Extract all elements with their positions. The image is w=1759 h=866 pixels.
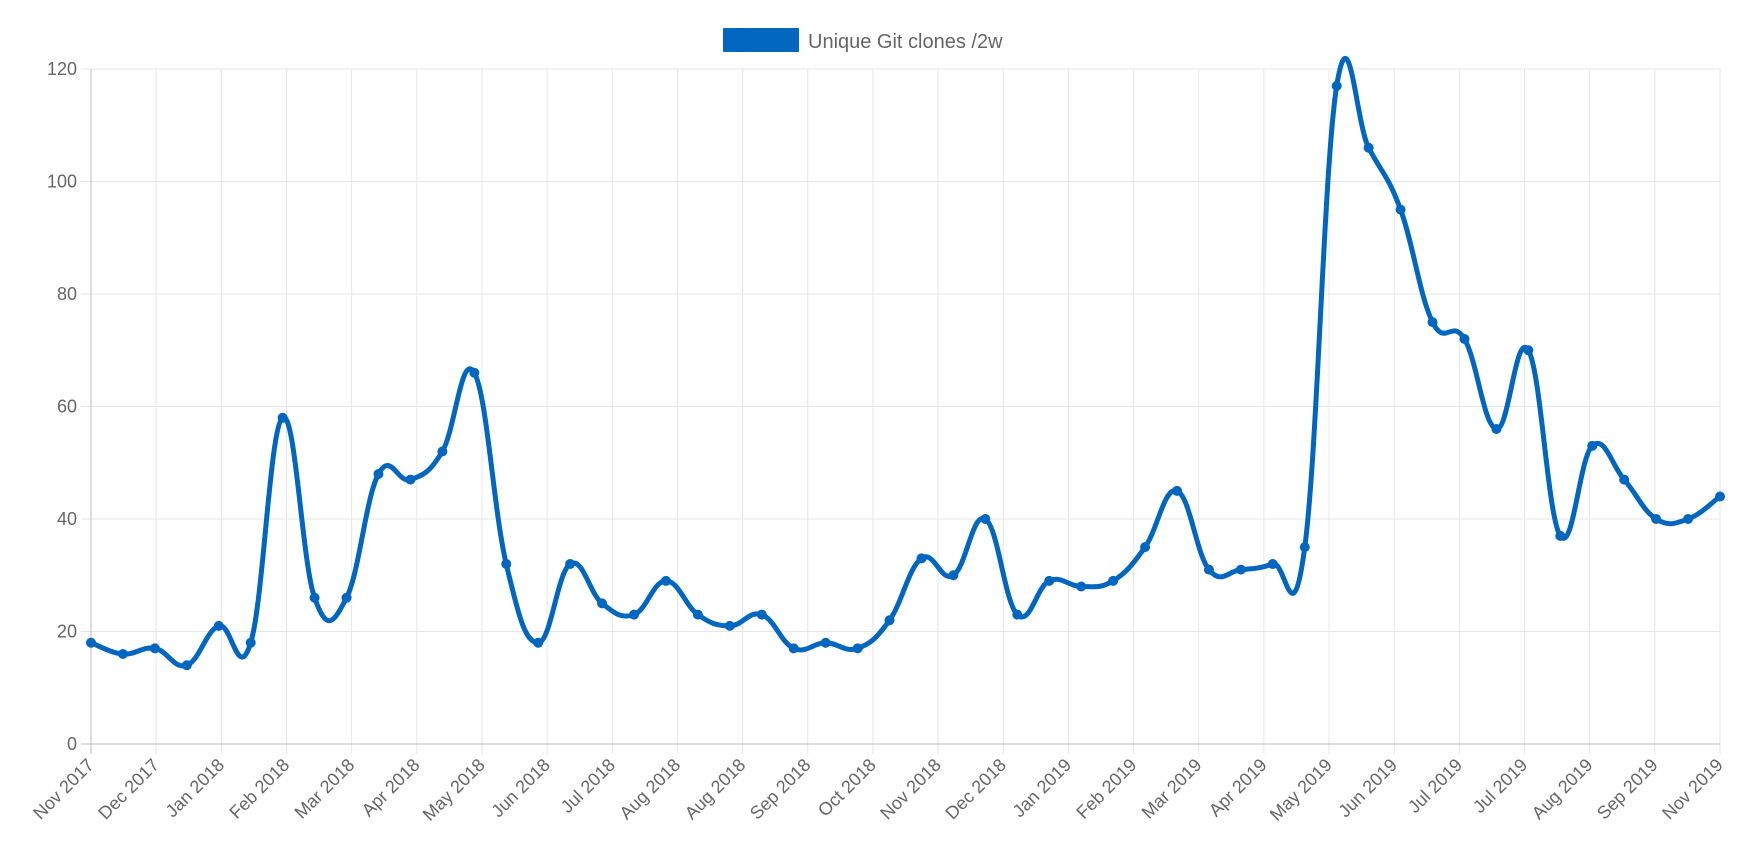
data-point: [1619, 474, 1630, 485]
data-point: [1555, 530, 1566, 541]
data-point: [373, 469, 384, 479]
y-tick-label: 60: [57, 397, 77, 417]
x-tick-label: Nov 2019: [1658, 755, 1727, 824]
x-tick-label: Nov 2018: [876, 755, 945, 824]
grid: [81, 68, 1721, 754]
legend-label: Unique Git clones /2w: [808, 31, 1003, 53]
data-point: [756, 609, 767, 620]
data-point: [1076, 581, 1087, 592]
data-point: [469, 367, 480, 378]
x-tick-label: Jan 2019: [1009, 755, 1076, 822]
data-point: [1587, 440, 1598, 451]
axes: [90, 69, 1720, 745]
x-tick-label: Aug 2018: [616, 755, 685, 824]
data-point: [181, 660, 192, 671]
data-point: [1459, 334, 1470, 344]
data-point: [1651, 514, 1662, 524]
y-tick-label: 100: [47, 172, 77, 192]
series-line: [88, 55, 1723, 669]
data-point: [213, 620, 224, 631]
data-point: [980, 514, 991, 524]
data-point: [724, 620, 735, 631]
data-point: [1044, 575, 1055, 586]
x-tick-label: Jan 2018: [162, 755, 229, 822]
data-point: [501, 559, 512, 569]
x-tick-label: Nov 2017: [29, 755, 98, 824]
data-point: [245, 637, 256, 648]
data-point: [565, 559, 576, 569]
data-point: [1363, 142, 1374, 153]
x-tick-label: Oct 2018: [814, 755, 880, 821]
x-tick-label: Feb 2019: [1072, 755, 1140, 823]
y-tick-label: 0: [67, 734, 77, 754]
data-point: [1395, 204, 1406, 215]
x-tick-label: Sep 2019: [1593, 755, 1662, 824]
data-points: [86, 80, 1725, 671]
data-point: [1715, 491, 1725, 502]
x-tick-label: May 2019: [1266, 755, 1336, 825]
data-point: [1203, 564, 1214, 575]
data-point: [820, 637, 831, 648]
x-tick-label: Dec 2017: [94, 755, 163, 824]
data-point: [341, 592, 352, 603]
data-point: [309, 592, 320, 603]
data-point: [788, 643, 799, 654]
data-point: [1235, 564, 1246, 575]
x-tick-label: Mar 2019: [1138, 755, 1206, 823]
data-point: [660, 575, 671, 586]
data-point: [916, 553, 927, 564]
x-tick-label: Apr 2018: [358, 755, 424, 821]
data-point: [1299, 542, 1310, 553]
x-tick-label: Aug 2018: [681, 755, 750, 824]
x-tick-label: Jun 2018: [487, 755, 554, 822]
data-point: [629, 609, 639, 620]
x-tick-label: Jul 2019: [1404, 755, 1466, 817]
x-tick-label: Aug 2019: [1528, 755, 1597, 824]
x-tick-label: Sep 2018: [746, 755, 815, 824]
data-point: [1491, 424, 1502, 434]
data-point: [1427, 317, 1438, 328]
y-tick-label: 80: [57, 284, 77, 304]
data-point: [1523, 345, 1534, 356]
data-point: [692, 609, 703, 620]
data-point: [1108, 575, 1119, 586]
data-point: [86, 637, 96, 648]
y-tick-label: 20: [57, 622, 77, 642]
x-tick-label: May 2018: [419, 755, 489, 825]
data-point: [852, 643, 863, 654]
data-point: [1267, 559, 1278, 569]
x-tick-label: Feb 2018: [225, 755, 293, 823]
y-tick-label: 120: [47, 59, 77, 79]
x-tick-label: Jul 2018: [557, 755, 619, 817]
data-point: [1683, 514, 1694, 524]
data-point: [1012, 609, 1023, 620]
data-point: [948, 570, 959, 581]
data-point: [884, 615, 895, 626]
data-point: [1331, 80, 1342, 91]
x-tick-label: Jul 2019: [1469, 755, 1531, 817]
legend-swatch: [723, 28, 799, 52]
y-tick-label: 40: [57, 509, 77, 529]
data-point: [149, 643, 160, 654]
x-tick-label: Apr 2019: [1205, 755, 1271, 821]
data-point: [117, 649, 128, 659]
data-point: [405, 474, 416, 485]
y-axis-ticks: 0 20 40 60 80 100 120: [47, 59, 77, 754]
data-point: [1172, 485, 1182, 496]
x-tick-label: Dec 2018: [941, 755, 1010, 824]
x-tick-label: Jun 2019: [1335, 755, 1402, 822]
data-point: [533, 637, 544, 648]
legend[interactable]: Unique Git clones /2w: [723, 28, 1003, 53]
data-point: [597, 598, 608, 609]
data-point: [1140, 542, 1151, 553]
x-tick-label: Mar 2018: [291, 755, 359, 823]
data-point: [437, 446, 448, 457]
data-point: [277, 412, 288, 423]
